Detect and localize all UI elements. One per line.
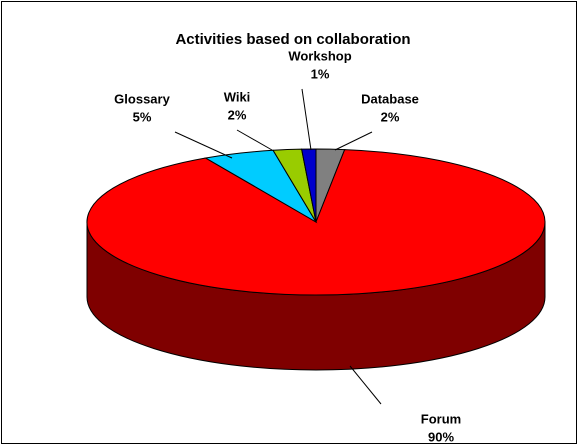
value-label: 1% bbox=[311, 66, 330, 81]
category-label: Database bbox=[361, 91, 419, 106]
pie-slice bbox=[301, 148, 317, 223]
chart-title: Activities based on collaboration bbox=[175, 31, 410, 48]
leader-line bbox=[301, 88, 312, 151]
category-label: Workshop bbox=[288, 48, 351, 63]
leader-line bbox=[174, 131, 233, 159]
leader-line bbox=[349, 365, 382, 405]
value-label: 2% bbox=[381, 109, 400, 124]
value-label: 5% bbox=[133, 109, 152, 124]
category-label: Forum bbox=[421, 411, 461, 426]
category-label: Wiki bbox=[224, 89, 251, 104]
leader-line bbox=[236, 129, 273, 151]
value-label: 2% bbox=[228, 107, 247, 122]
category-label: Glossary bbox=[114, 91, 170, 106]
value-label: 90% bbox=[428, 429, 454, 444]
leader-line bbox=[334, 131, 373, 151]
